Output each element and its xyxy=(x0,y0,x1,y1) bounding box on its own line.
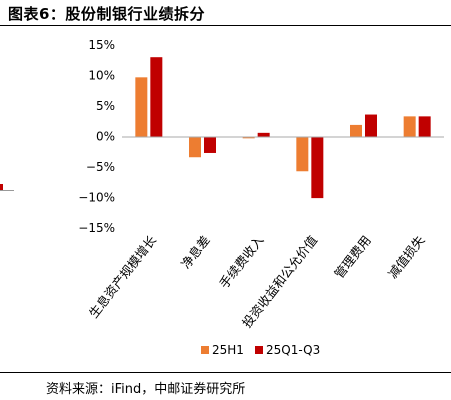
footer-divider xyxy=(0,372,451,373)
bar-25h1-5 xyxy=(403,116,416,137)
y-axis: 15% 10% 5% 0% −5% −10% −15% xyxy=(78,38,115,235)
cropped-bar-stub xyxy=(0,184,3,190)
legend-swatch xyxy=(201,346,209,354)
bar-chart: 15% 10% 5% 0% −5% −10% −15% 生息资产规模增长 净息差 手续费收入投资… xyxy=(0,38,444,357)
y-tick-label: 15% xyxy=(88,38,115,52)
x-tick-label: 管理费用 xyxy=(331,233,374,282)
bar-25q1-q3-2 xyxy=(257,132,270,137)
x-tick-label: 手续费收入 xyxy=(216,232,267,291)
cropped-left-stub xyxy=(0,184,14,191)
bar-25h1-3 xyxy=(296,136,309,172)
bar-25q1-q3-5 xyxy=(418,116,431,137)
legend-label: 25Q1-Q3 xyxy=(266,343,320,357)
bar-25q1-q3-4 xyxy=(365,114,377,137)
bar-25q1-q3-3 xyxy=(311,136,324,199)
title-divider xyxy=(0,25,451,26)
bar-25h1-0 xyxy=(135,77,148,137)
x-tick-label: 减值损失 xyxy=(385,232,428,281)
x-tick-label: 净息差 xyxy=(178,233,213,272)
bar-25h1-1 xyxy=(189,136,201,158)
bar-25h1-4 xyxy=(350,124,362,137)
y-tick-label: −15% xyxy=(78,221,115,235)
bars xyxy=(135,57,431,199)
y-tick-label: −10% xyxy=(78,191,115,205)
y-tick-label: 5% xyxy=(96,99,115,113)
legend: 25H1 25Q1-Q3 xyxy=(201,343,320,357)
x-tick-label: 生息资产规模增长 xyxy=(86,232,160,320)
y-tick-label: 10% xyxy=(88,69,115,83)
bar-25q1-q3-0 xyxy=(150,57,163,137)
y-tick-label: −5% xyxy=(86,160,115,174)
legend-label: 25H1 xyxy=(212,343,244,357)
legend-swatch xyxy=(255,346,263,354)
source-note: 资料来源：iFind，中邮证券研究所 xyxy=(46,382,246,397)
y-tick-label: 0% xyxy=(96,130,115,144)
bar-25q1-q3-1 xyxy=(204,136,216,153)
chart-title: 图表6：股份制银行业绩拆分 xyxy=(8,5,205,23)
